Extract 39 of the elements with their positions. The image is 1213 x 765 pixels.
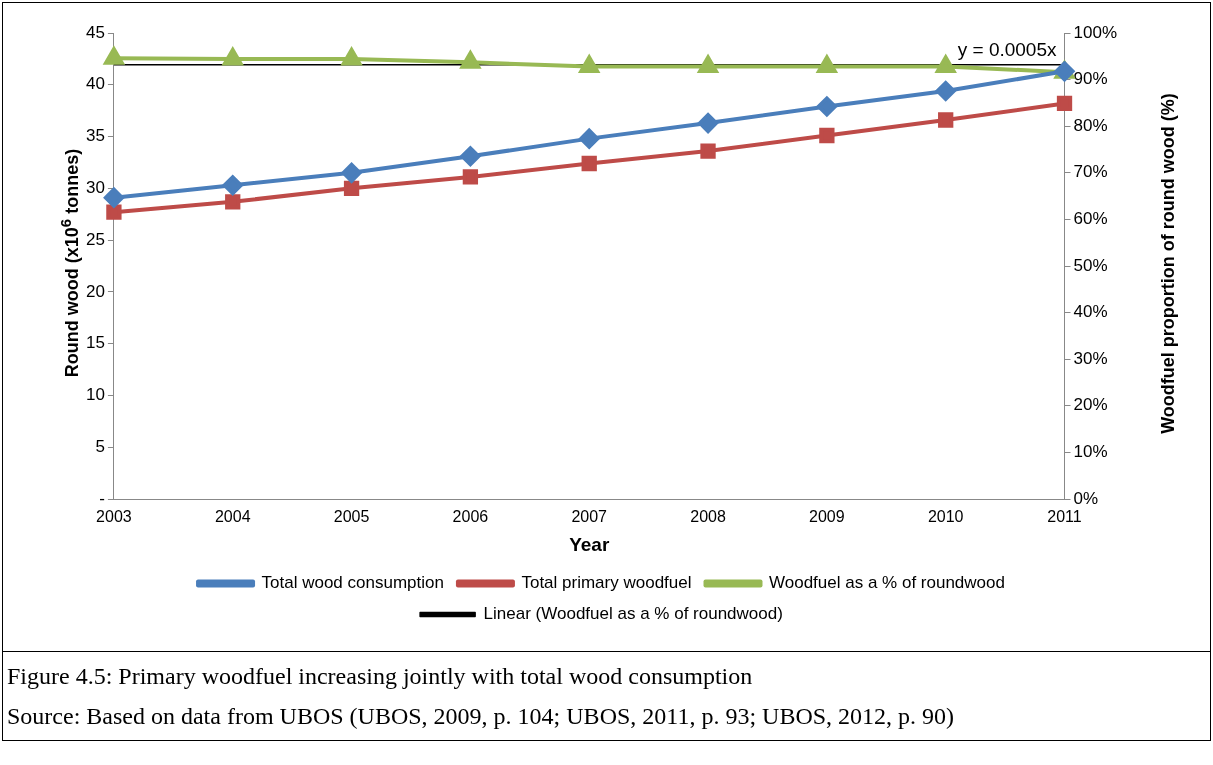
y-tick-label: 35 <box>85 126 105 146</box>
annotation: y = 0.0005x <box>957 39 1058 61</box>
y-tick-label: 20 <box>85 281 105 301</box>
y2-tick-label: 0% <box>1073 488 1099 508</box>
x-tick-label: 2010 <box>927 508 964 526</box>
x-tick-label: 2008 <box>690 508 726 526</box>
y-tick-label: - <box>99 488 105 508</box>
y2-tick-label: 20% <box>1073 395 1108 415</box>
text: Figure 4.5: Primary woodfuel increasing jointly with total wood consumption <box>7 662 754 691</box>
legend-label: Woodfuel as a % of roundwood <box>769 573 1005 593</box>
y-tick-label: 5 <box>95 436 105 456</box>
y2-tick-label: 90% <box>1073 69 1108 89</box>
legend-label: Linear (Woodfuel as a % of roundwood) <box>483 604 783 624</box>
y-tick-label: 25 <box>85 229 105 249</box>
y-tick-label: 15 <box>85 333 105 353</box>
x-tick-label: 2009 <box>809 508 845 526</box>
x-tick-label: 2003 <box>96 508 132 526</box>
y-tick-label: 45 <box>85 22 105 42</box>
x-axis-title: Year <box>569 533 610 555</box>
y2-tick-label: 30% <box>1073 348 1108 368</box>
y2-tick-label: 100% <box>1073 22 1117 42</box>
legend-label: Total primary woodfuel <box>521 573 692 593</box>
y-tick-label: 40 <box>85 74 105 94</box>
y2-tick-label: 70% <box>1073 162 1108 182</box>
y2-tick-label: 60% <box>1073 209 1108 229</box>
legend-label: Total wood consumption <box>261 573 444 593</box>
y-tick-label: 30 <box>85 178 105 198</box>
x-tick-label: 2005 <box>333 508 370 526</box>
x-tick-label: 2004 <box>214 508 251 526</box>
y-tick-label: 10 <box>85 385 105 405</box>
x-tick-label: 2007 <box>571 508 608 526</box>
y2-axis-title: Woodfuel proportion of round wood (%) <box>1157 92 1179 434</box>
y2-tick-label: 10% <box>1073 442 1108 462</box>
y2-tick-label: 50% <box>1073 255 1108 275</box>
y2-tick-label: 40% <box>1073 302 1108 322</box>
x-tick-label: 2011 <box>1047 508 1082 526</box>
y2-tick-label: 80% <box>1073 115 1108 135</box>
source-note: Source: Based on data from UBOS (UBOS, 2009, p. 104; UBOS, 2011, p. 93; UBOS, 2012, p. 90) <box>7 702 956 731</box>
x-tick-label: 2006 <box>452 508 489 526</box>
